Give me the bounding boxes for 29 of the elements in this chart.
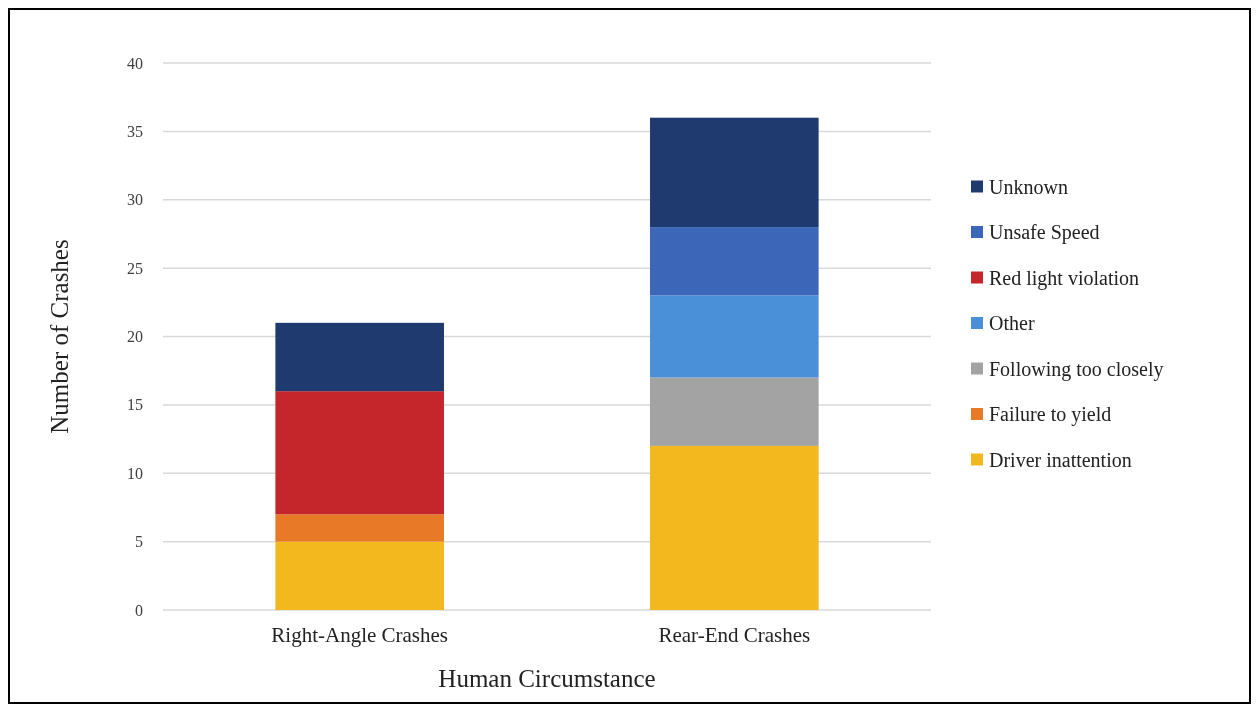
y-tick-label: 20: [127, 328, 143, 346]
x-axis-title: Human Circumstance: [438, 665, 656, 692]
bar: [650, 445, 819, 610]
y-axis-title: Number of Crashes: [46, 239, 73, 434]
y-tick-label: 5: [135, 533, 143, 551]
bar: [275, 514, 444, 542]
bar: [650, 117, 819, 228]
y-tick-label: 0: [135, 601, 143, 619]
x-tick-label: Rear-End Crashes: [658, 623, 811, 647]
legend-label: Other: [989, 312, 1035, 334]
legend-label: Red light violation: [989, 266, 1139, 290]
bar: [275, 541, 444, 610]
y-tick-label: 35: [127, 122, 143, 140]
bar: [650, 295, 819, 378]
bar: [275, 322, 444, 392]
x-tick-label: Right-Angle Crashes: [271, 623, 449, 647]
y-tick-label: 15: [127, 396, 143, 414]
y-tick-label: 40: [127, 54, 143, 72]
y-tick-label: 25: [127, 259, 143, 277]
y-tick-label: 30: [127, 191, 143, 209]
y-tick-label: 10: [127, 464, 143, 482]
bar: [650, 227, 819, 296]
legend-label: Failure to yield: [989, 403, 1112, 426]
bar: [275, 391, 444, 515]
legend-label: Unsafe Speed: [989, 221, 1100, 244]
bar: [650, 377, 819, 446]
legend-label: Following too closely: [989, 357, 1164, 381]
legend-label: Driver inattention: [989, 448, 1132, 471]
legend-label: Unknown: [989, 175, 1068, 198]
